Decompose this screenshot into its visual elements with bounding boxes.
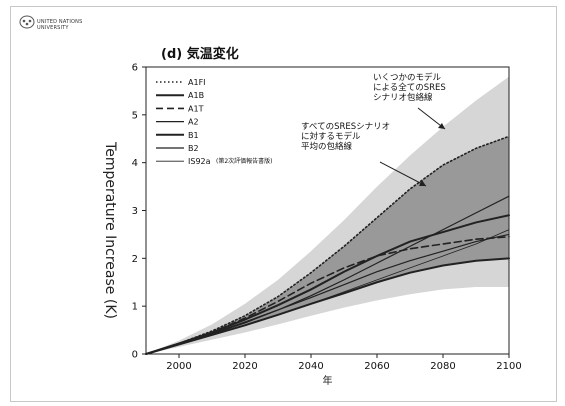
x-tick-label: 2100 — [496, 361, 521, 372]
chart-annotations: いくつかのモデルによる全てのSRESシナリオ包絡線すべてのSRESシナリオに対す… — [301, 72, 446, 187]
series-line-a1t — [145, 236, 510, 355]
envelope-band-1 — [146, 76, 509, 355]
chart-legend: A1FI A1B A1T A2 B1 B2 IS92a (第2次評価報告書版) — [156, 78, 273, 166]
series-line-a1fi — [145, 135, 510, 355]
legend-sublabel: (第2次評価報告書版) — [216, 157, 273, 165]
x-tick-label: 2040 — [298, 361, 323, 372]
x-tick-label: 2020 — [232, 361, 257, 372]
legend-label-a1t: A1T — [188, 104, 204, 113]
annotation-2-arrow — [379, 161, 427, 187]
annotation-1-line: による全てのSRES — [373, 82, 446, 93]
un-university-logo-icon — [19, 15, 35, 29]
series-line-a1b — [145, 214, 510, 355]
x-tick-label: 2080 — [430, 361, 455, 372]
y-tick-label: 1 — [132, 302, 138, 313]
y-axis-label: Temperature Increase (K) — [102, 141, 118, 319]
y-tick-label: 5 — [132, 110, 138, 121]
chart-title: (d) 気温変化 — [161, 47, 239, 62]
y-tick-label: 3 — [132, 206, 138, 217]
series-line-is92a — [145, 229, 510, 355]
x-axis-label: 年 — [323, 374, 333, 387]
annotation-2-line: に対するモデル — [301, 131, 361, 142]
annotation-2-line: すべてのSRESシナリオ — [301, 122, 390, 132]
x-tick-label: 2060 — [364, 361, 389, 372]
logo-line-2: University — [37, 25, 69, 31]
legend-label-b2: B2 — [188, 144, 199, 153]
annotation-1-line: いくつかのモデル — [373, 72, 442, 83]
y-tick-label: 2 — [132, 254, 138, 265]
y-tick-label: 4 — [132, 158, 138, 169]
y-tick-label: 0 — [132, 350, 138, 361]
envelope-bands — [146, 76, 509, 355]
annotation-1-line: シナリオ包絡線 — [373, 92, 433, 103]
legend-label-b1: B1 — [188, 131, 199, 140]
logo-text: United Nations University — [37, 19, 82, 31]
legend-label-is92a: IS92a — [188, 157, 211, 166]
logo-line-1: United Nations — [37, 19, 83, 25]
axis-ticks: 0 1 2 3 4 5 6 2000 2020 2040 2060 2080 2100 — [132, 63, 522, 373]
legend-label-a2: A2 — [188, 118, 199, 127]
annotation-2-arrowhead — [419, 180, 426, 186]
legend-label-a1fi: A1FI — [188, 78, 206, 87]
annotation-2-line: 平均の包絡線 — [301, 141, 353, 152]
series-line-b2 — [145, 233, 510, 355]
y-tick-label: 6 — [132, 63, 138, 74]
x-tick-label: 2000 — [166, 361, 191, 372]
scenario-lines — [145, 135, 510, 355]
legend-label-a1b: A1B — [188, 91, 204, 100]
envelope-band-2 — [146, 136, 509, 354]
annotation-1-arrowhead — [438, 123, 445, 129]
